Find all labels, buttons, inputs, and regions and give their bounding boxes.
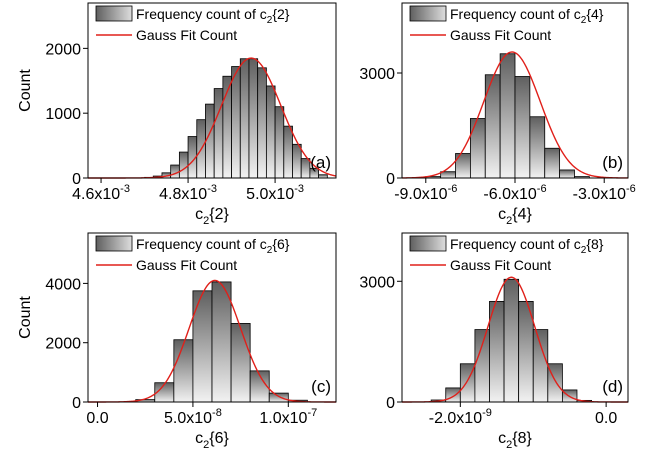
histogram-bar — [205, 103, 215, 179]
histogram-bar — [230, 323, 251, 403]
histogram-bar — [178, 151, 189, 179]
histogram-bar — [239, 58, 250, 179]
y-tick-label: 4000 — [45, 276, 81, 293]
y-tick-label: 0 — [386, 395, 395, 412]
x-axis-title: c2{8} — [498, 430, 532, 451]
legend-label-fit: Gauss Fit Count — [450, 27, 551, 43]
histogram-bar — [440, 171, 456, 179]
plot-frame — [87, 232, 337, 403]
histogram-bar — [544, 147, 561, 179]
histogram-bar — [499, 53, 516, 179]
x-tick-label: 4.6x10-3 — [72, 183, 130, 203]
plot-frame — [87, 2, 337, 179]
x-axis-title: c2{6} — [195, 430, 229, 451]
legend-label-histogram: Frequency count of c2{4} — [450, 6, 604, 26]
legend-label-histogram: Frequency count of c2{6} — [136, 236, 290, 256]
histogram-bar — [292, 143, 302, 179]
histogram-bar — [211, 281, 232, 403]
x-tick-label: 0.0 — [595, 410, 617, 427]
panel-label: (d) — [602, 377, 623, 396]
histogram-bar — [170, 164, 180, 179]
histogram-bar — [257, 67, 267, 179]
x-tick-label: 5.0x10-8 — [164, 407, 222, 427]
histogram-bar — [173, 339, 194, 403]
plot-frame — [401, 232, 629, 403]
histogram-bar — [231, 66, 241, 179]
y-tick-label: 0 — [72, 395, 81, 412]
legend-swatch-histogram — [95, 235, 133, 252]
y-tick-label: 1000 — [45, 106, 81, 123]
panel-4: -2.0x10-9 0.0 0 3000 c2{8} (d) Frequency count… — [359, 232, 629, 451]
histogram-bar — [559, 169, 575, 179]
y-tick-label: 3000 — [359, 274, 395, 291]
histogram-bar — [283, 125, 293, 179]
histogram-bar — [274, 106, 285, 179]
histogram-bar — [268, 392, 289, 403]
panel-label: (a) — [310, 153, 331, 172]
x-tick-label: -3.0x10-6 — [573, 183, 636, 203]
histogram-bar — [192, 290, 213, 403]
histogram-bar — [213, 88, 224, 179]
histogram-bar — [514, 76, 531, 179]
x-tick-label: 5.0x10-3 — [246, 183, 304, 203]
legend-swatch-histogram — [409, 235, 447, 252]
legend-swatch-histogram — [95, 5, 133, 22]
x-tick-label: -9.0x10-6 — [394, 183, 457, 203]
x-tick-label: -2.0x10-9 — [429, 407, 492, 427]
histogram-bar — [248, 58, 259, 179]
panel-label: (c) — [311, 377, 331, 396]
legend-label-histogram: Frequency count of c2{2} — [136, 6, 290, 26]
x-axis-title: c2{2} — [195, 206, 229, 227]
histogram-bar — [474, 329, 490, 403]
y-tick-label: 3000 — [359, 66, 395, 83]
histogram-bar — [445, 387, 461, 403]
legend-label-fit: Gauss Fit Count — [136, 257, 237, 273]
panel-1: 4.6x10-3 4.8x10-3 5.0x10-3 0 1000 2000 c2{2} Co… — [17, 2, 337, 227]
legend-label-fit: Gauss Fit Count — [450, 257, 551, 273]
histogram-bar — [300, 158, 311, 179]
y-tick-label: 0 — [72, 171, 81, 188]
histogram-bar — [529, 116, 546, 179]
y-axis-title: Count — [17, 296, 34, 339]
histogram-bar — [265, 85, 276, 179]
legend-swatch-histogram — [409, 5, 447, 22]
panel-3: 0.0 5.0x10-8 1.0x10-7 0 2000 4000 c2{6} Count (c… — [17, 232, 337, 451]
legend-label-fit: Gauss Fit Count — [136, 27, 237, 43]
legend-label-histogram: Frequency count of c2{8} — [450, 236, 604, 256]
histogram-bar — [469, 118, 486, 179]
gauss-fit-curve — [401, 51, 628, 179]
histogram-bar — [503, 278, 520, 403]
x-tick-label: -6.0x10-6 — [483, 183, 546, 203]
x-tick-label: 4.8x10-3 — [159, 183, 217, 203]
histogram-bar — [532, 329, 549, 403]
y-tick-label: 2000 — [45, 336, 81, 353]
x-axis-title: c2{4} — [498, 206, 532, 227]
panel-label: (b) — [602, 153, 623, 172]
y-axis-title: Count — [17, 69, 34, 112]
y-tick-label: 0 — [386, 171, 395, 188]
x-tick-label: 1.0x10-7 — [259, 407, 317, 427]
y-tick-label: 2000 — [45, 41, 81, 58]
x-tick-label: 0.0 — [86, 410, 108, 427]
panel-2: -9.0x10-6 -6.0x10-6 -3.0x10-6 0 3000 c2{4} (b)… — [359, 2, 636, 227]
